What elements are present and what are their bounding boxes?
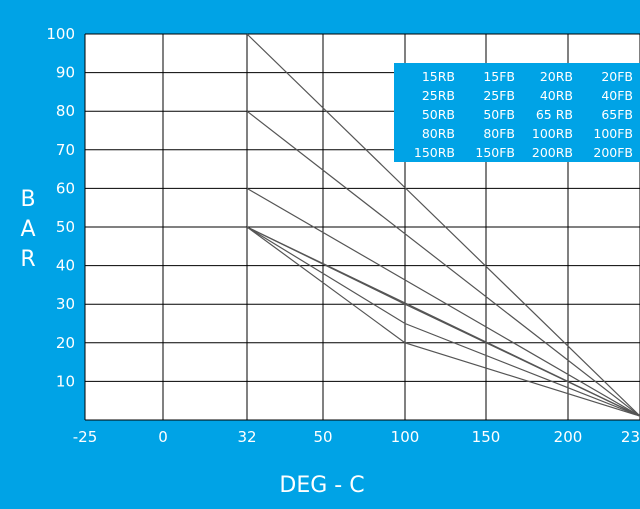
y-tick-label: 50	[56, 218, 75, 236]
y-tick-label: 40	[56, 257, 75, 275]
y-tick-label: 80	[56, 102, 75, 120]
legend-entry: 200RB	[532, 145, 573, 160]
legend-box	[394, 63, 640, 162]
series-line-3	[246, 187, 640, 417]
x-axis-title: DEG - C	[279, 473, 364, 498]
legend: 15RB 15FB 20RB 20FB 25RB 25FB 40RB 40FB 50RB 50FB…	[394, 63, 640, 162]
legend-entry: 80RB	[422, 126, 455, 141]
legend-entry: 80FB	[483, 126, 515, 141]
y-tick-labels: 10 20 30 40 50 60 70 80 90 100	[46, 25, 75, 390]
y-tick-label: 30	[56, 295, 75, 313]
y-tick-label: 100	[46, 25, 75, 43]
legend-entry: 25FB	[483, 88, 515, 103]
y-tick-label: 20	[56, 334, 75, 352]
legend-entry: 25RB	[422, 88, 455, 103]
x-tick-label: 100	[391, 428, 420, 446]
legend-entry: 200FB	[593, 145, 633, 160]
legend-entry: 65FB	[601, 107, 633, 122]
x-tick-label: 200	[554, 428, 583, 446]
legend-entry: 15FB	[483, 69, 515, 84]
legend-entry: 65 RB	[536, 107, 573, 122]
y-axis-title-letter: R	[20, 247, 35, 272]
legend-entry: 150FB	[475, 145, 515, 160]
legend-entry: 50FB	[483, 107, 515, 122]
legend-entry: 20FB	[601, 69, 633, 84]
x-tick-label: 0	[158, 428, 168, 446]
y-tick-label: 10	[56, 372, 75, 390]
x-tick-label: 50	[313, 428, 332, 446]
x-tick-label: 150	[472, 428, 501, 446]
series-lines	[246, 33, 640, 417]
series-line-7	[246, 226, 640, 417]
series-line-1	[246, 33, 640, 417]
legend-entry: 40RB	[540, 88, 573, 103]
series-line-2	[246, 110, 640, 417]
legend-entry: 20RB	[540, 69, 573, 84]
y-tick-label: 90	[56, 64, 75, 82]
x-tick-label: 23	[621, 428, 640, 446]
legend-entry: 100RB	[532, 126, 573, 141]
x-tick-labels: -25 0 32 50 100 150 200 23	[73, 428, 640, 446]
y-tick-label: 60	[56, 179, 75, 197]
y-tick-label: 70	[56, 141, 75, 159]
y-axis-title: BAR	[20, 187, 35, 272]
series-line-5	[246, 226, 640, 417]
y-axis-title-letter: B	[20, 187, 35, 212]
x-tick-label: 32	[237, 428, 256, 446]
y-axis-title-letter: A	[20, 217, 35, 242]
legend-entry: 100FB	[593, 126, 633, 141]
series-line-6	[246, 226, 640, 417]
x-tick-label: -25	[73, 428, 98, 446]
legend-entry: 15RB	[422, 69, 455, 84]
legend-entry: 40FB	[601, 88, 633, 103]
legend-entry: 50RB	[422, 107, 455, 122]
legend-entry: 150RB	[414, 145, 455, 160]
